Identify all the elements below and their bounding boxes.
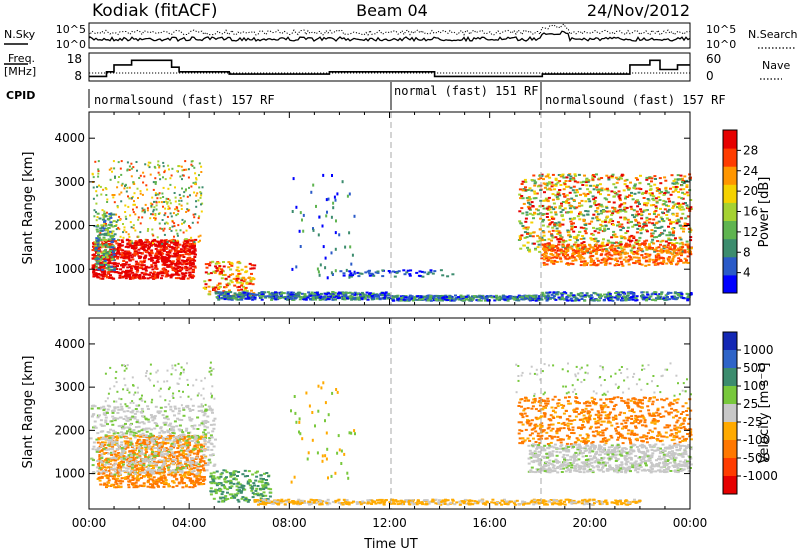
freq-panel: Freq. [MHz] 18 8 60 0 Nave [4,52,790,83]
power-colorbar-tick-label: 24 [743,164,758,178]
power-colorbar-tick-label: 4 [743,266,751,280]
velocity-y-ticks: 1000 2000 3000 4000 [54,337,690,481]
power-colorbar: 4 8 12 16 20 24 28 Power [dB] [722,129,772,294]
freq-left-tick-bottom: 8 [74,69,82,83]
x-tick-label: 04:00 [172,516,207,530]
x-tick-label: 00:00 [72,516,107,530]
x-tick-label: 00:00 [673,516,708,530]
velocity-y-tick-label: 4000 [54,337,85,351]
x-tick-label: 20:00 [573,516,608,530]
station-title: Kodiak (fitACF) [92,1,218,21]
power-y-tick-label: 4000 [54,131,85,145]
velocity-colorbar-tick-label: 25 [743,397,758,411]
noise-left-tick-top: 10^5 [56,23,86,36]
power-colorbar-tick-label: 20 [743,184,758,198]
date-title: 24/Nov/2012 [587,1,690,20]
freq-right-tick-top: 60 [706,52,721,66]
velocity-colorbar: 1000 500 100 25 -25 -100 -500 -1000 Velocity [m… [722,331,778,495]
power-panel: 1000 2000 3000 4000 Slant Range [km] [21,111,693,306]
power-y-ticks: 1000 2000 3000 4000 [54,131,690,276]
cpid-row: CPID normalsound (fast) 157 RF normal (f… [6,82,726,110]
cpid-label: CPID [6,89,35,102]
velocity-colorbar-tick-label: 100 [743,379,766,393]
cpid-segment-1: normalsound (fast) 157 RF [94,93,275,107]
power-y-tick-label: 1000 [54,262,85,276]
velocity-y-tick-label: 1000 [54,467,85,481]
freq-left-label-2: [MHz] [4,65,36,78]
velocity-data-layer [89,361,693,506]
velocity-x-ticks: 00:00 04:00 08:00 12:00 16:00 20:00 00:00 [72,318,708,530]
velocity-y-tick-label: 3000 [54,380,85,394]
noise-right-tick-top: 10^5 [706,23,736,36]
velocity-colorbar-tick-label: -100 [743,433,770,447]
x-axis-label: Time UT [363,537,417,552]
x-tick-label: 08:00 [272,516,307,530]
noise-search-series [88,23,691,36]
x-tick-label: 12:00 [372,516,407,530]
freq-series [89,59,690,78]
noise-left-label: N.Sky [4,28,36,41]
x-tick-label: 16:00 [472,516,507,530]
power-x-ticks [88,112,691,305]
noise-left-tick-bottom: 10^0 [56,38,86,51]
power-colorbar-label: Power [dB] [757,177,772,248]
velocity-colorbar-tick-label: -500 [743,451,770,465]
beam-title: Beam 04 [356,1,428,20]
power-y-axis-label: Slant Range [km] [21,152,36,265]
velocity-colorbar-tick-label: -25 [743,415,763,429]
freq-right-tick-bottom: 0 [706,69,714,83]
cpid-segment-2: normal (fast) 151 RF [394,84,539,98]
power-y-tick-label: 2000 [54,219,85,233]
velocity-colorbar-tick-label: 500 [743,361,766,375]
noise-sky-series [88,30,691,43]
cpid-segment-3: normalsound (fast) 157 RF [545,93,726,107]
noise-right-label: N.Search [748,28,798,41]
velocity-colorbar-tick-label: 1000 [743,343,774,357]
velocity-y-axis-label: Slant Range [km] [21,356,36,469]
noise-right-tick-bottom: 10^0 [706,38,736,51]
power-colorbar-tick-label: 12 [743,225,758,239]
freq-left-tick-top: 18 [67,52,82,66]
power-y-tick-label: 3000 [54,175,85,189]
power-colorbar-tick-label: 16 [743,205,758,219]
velocity-y-tick-label: 2000 [54,423,85,437]
velocity-panel: 1000 2000 3000 4000 00:00 04:00 08:00 12:00 16:… [21,317,708,552]
velocity-colorbar-tick-label: -1000 [743,469,778,483]
freq-left-label-1: Freq. [8,52,35,65]
power-colorbar-tick-label: 8 [743,245,751,259]
noise-panel: N.Sky 10^5 10^0 10^5 10^0 N.Search [4,22,798,51]
freq-right-label: Nave [762,59,790,72]
velocity-colorbar-label: Velocity [m s⁻¹] [757,363,772,464]
power-colorbar-tick-label: 28 [743,143,758,157]
power-data-layer [91,160,693,302]
